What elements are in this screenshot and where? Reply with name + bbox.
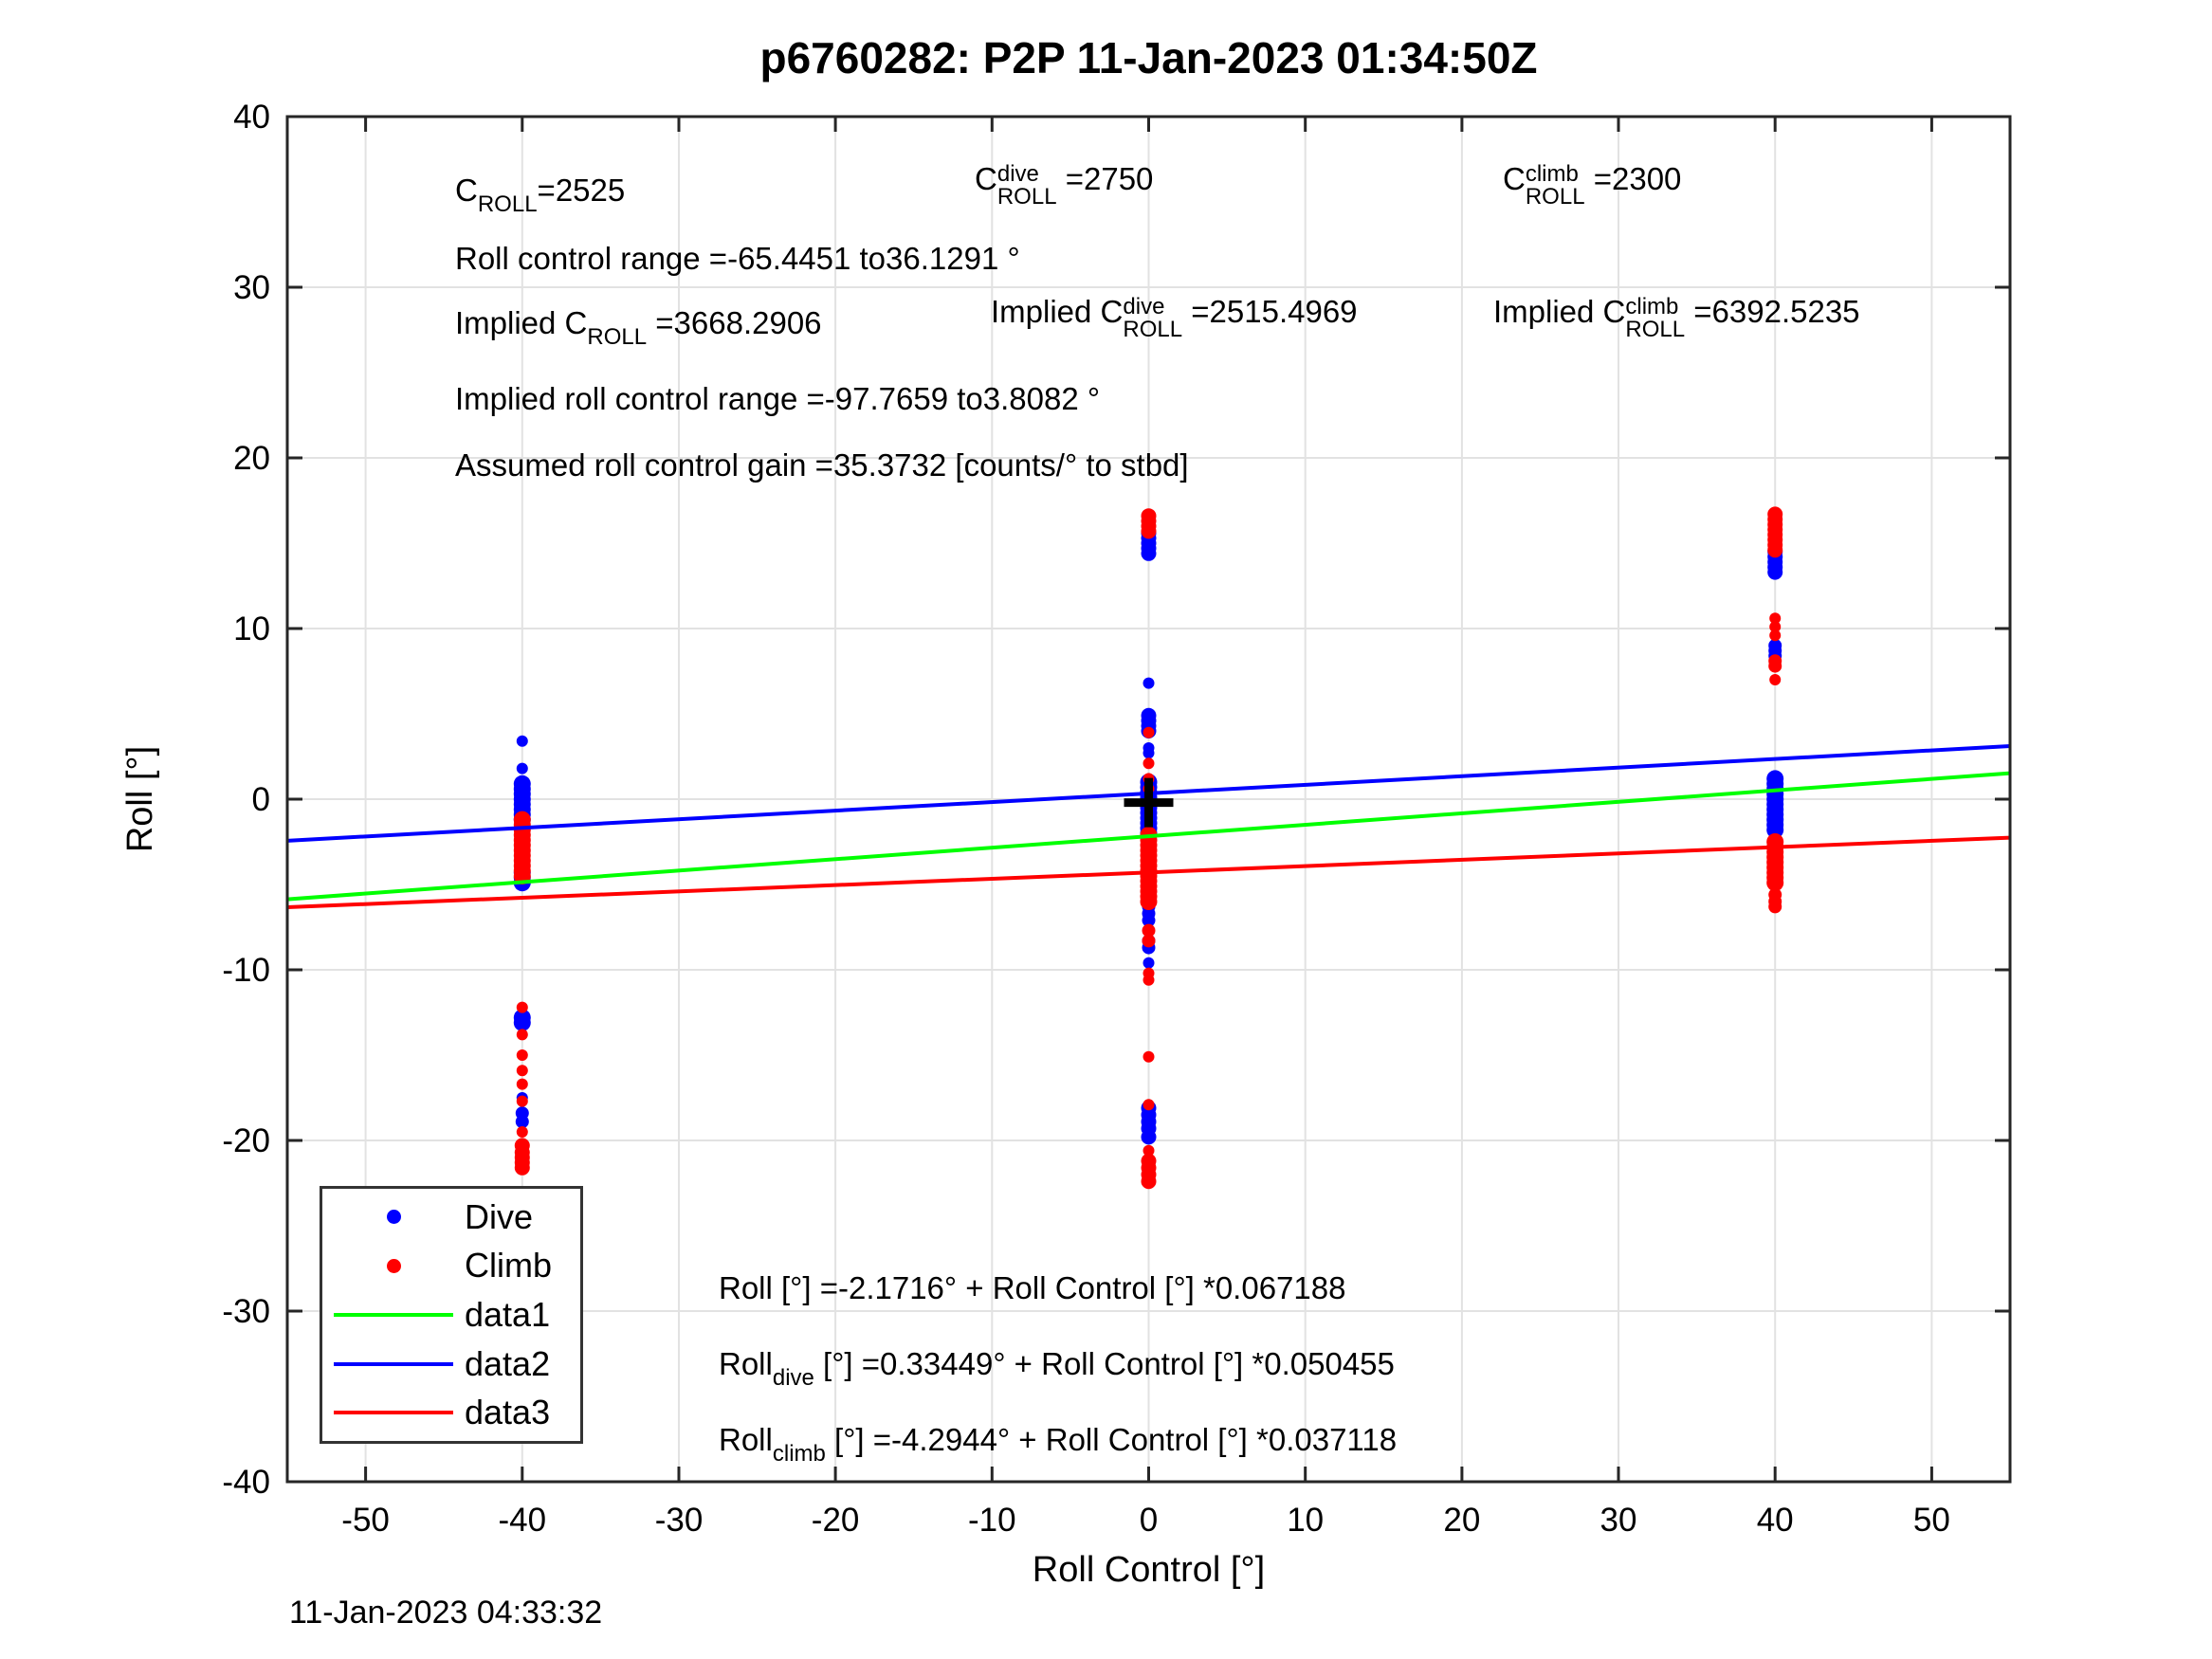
- plot-title: p6760282: P2P 11-Jan-2023 01:34:50Z: [759, 33, 1538, 82]
- svg-text:-50: -50: [341, 1502, 390, 1539]
- svg-text:30: 30: [233, 269, 270, 306]
- svg-text:-30: -30: [655, 1502, 704, 1539]
- svg-text:30: 30: [1600, 1502, 1637, 1539]
- dive-dot-marker: [322, 1210, 465, 1225]
- footer-timestamp: 11-Jan-2023 04:33:32: [289, 1595, 603, 1631]
- data2-line-marker: [322, 1361, 465, 1366]
- svg-text:20: 20: [1443, 1502, 1480, 1539]
- x-tick-labels: -50 -40 -30 -20 -10 0 10 20 30 40 50: [341, 1502, 1950, 1539]
- legend-item-dive: Dive: [322, 1194, 580, 1241]
- fit-line-data1: [286, 771, 2011, 902]
- legend-label: Dive: [465, 1196, 534, 1236]
- anno-assumed-gain: Assumed roll control gain =35.3732 [coun…: [455, 447, 1189, 483]
- anno-implied-roll-control-range: Implied roll control range =-97.7659 to3…: [455, 381, 1101, 416]
- legend-label: data3: [465, 1393, 551, 1432]
- svg-text:-40: -40: [222, 1464, 270, 1501]
- axis-ticks: [287, 115, 2010, 1484]
- svg-text:-40: -40: [499, 1502, 547, 1539]
- climb-dot-marker: [322, 1258, 465, 1273]
- fit-line-data3: [286, 835, 2011, 909]
- equation-roll: Roll [°] =-2.1716° + Roll Control [°] *0…: [719, 1270, 1346, 1305]
- y-axis-label: Roll [°]: [120, 746, 160, 852]
- svg-text:-20: -20: [222, 1122, 270, 1159]
- anno-implied-c-roll: Implied CROLL =3668.2906: [455, 305, 822, 350]
- svg-text:-20: -20: [812, 1502, 860, 1539]
- svg-text:20: 20: [233, 440, 270, 477]
- svg-text:10: 10: [233, 611, 270, 647]
- anno-c-roll: CROLL=2525: [455, 173, 626, 217]
- svg-text:0: 0: [252, 781, 270, 818]
- equation-roll-dive: Rolldive [°] =0.33449° + Roll Control [°…: [719, 1346, 1395, 1391]
- scatter-climb: [513, 506, 1784, 1190]
- svg-text:-30: -30: [222, 1293, 270, 1330]
- legend-item-data3: data3: [322, 1389, 580, 1436]
- legend: Dive Climb data1 data2 data3: [320, 1186, 583, 1444]
- legend-item-climb: Climb: [322, 1242, 580, 1289]
- data3-line-marker: [322, 1411, 465, 1415]
- svg-text:-10: -10: [222, 952, 270, 989]
- anno-roll-control-range: Roll control range =-65.4451 to36.1291 °: [455, 241, 1020, 276]
- data1-line-marker: [322, 1312, 465, 1317]
- legend-label: data1: [465, 1294, 551, 1334]
- svg-text:-10: -10: [968, 1502, 1016, 1539]
- svg-text:40: 40: [1757, 1502, 1794, 1539]
- svg-text:0: 0: [1140, 1502, 1158, 1539]
- svg-text:50: 50: [1913, 1502, 1950, 1539]
- equation-roll-climb: Rollclimb [°] =-4.2944° + Roll Control […: [719, 1422, 1398, 1467]
- x-axis-label: Roll Control [°]: [1033, 1550, 1265, 1590]
- legend-item-data2: data2: [322, 1340, 580, 1388]
- legend-label: data2: [465, 1343, 551, 1383]
- y-tick-labels: -40 -30 -20 -10 0 10 20 30 40: [222, 99, 270, 1501]
- legend-label: Climb: [465, 1246, 553, 1285]
- roll-center-cross-marker: [1124, 777, 1174, 828]
- svg-text:40: 40: [233, 99, 270, 136]
- svg-text:10: 10: [1287, 1502, 1324, 1539]
- legend-item-data1: data1: [322, 1291, 580, 1339]
